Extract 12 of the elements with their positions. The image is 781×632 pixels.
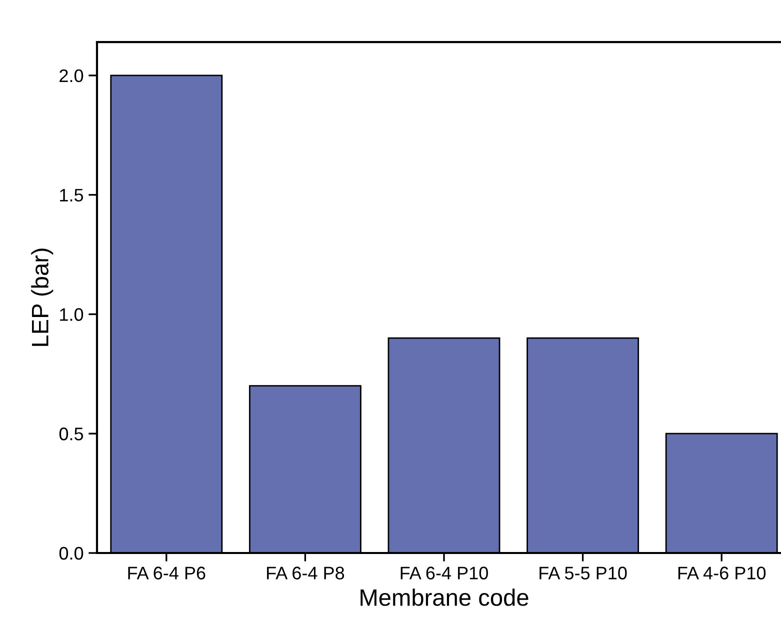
y-tick-label: 0.0: [59, 546, 84, 560]
y-tick-label: 1.5: [60, 188, 84, 202]
x-axis-title: Membrane code: [360, 588, 528, 606]
y-tick-label: 1.0: [60, 308, 84, 321]
y-axis-title: LEP (bar): [31, 248, 54, 346]
x-tick-label: FA 6-4 P6: [128, 566, 206, 580]
y-tick-label: 2.0: [60, 69, 84, 82]
x-tick-label: FA 6-4 P8: [267, 566, 344, 580]
x-tick-label: FA 6-4 P10: [400, 566, 488, 580]
x-tick-label: FA 4-6 P10: [678, 566, 766, 580]
y-tick-label: 0.5: [59, 428, 84, 440]
x-tick-label: FA 5-5 P10: [540, 566, 627, 580]
